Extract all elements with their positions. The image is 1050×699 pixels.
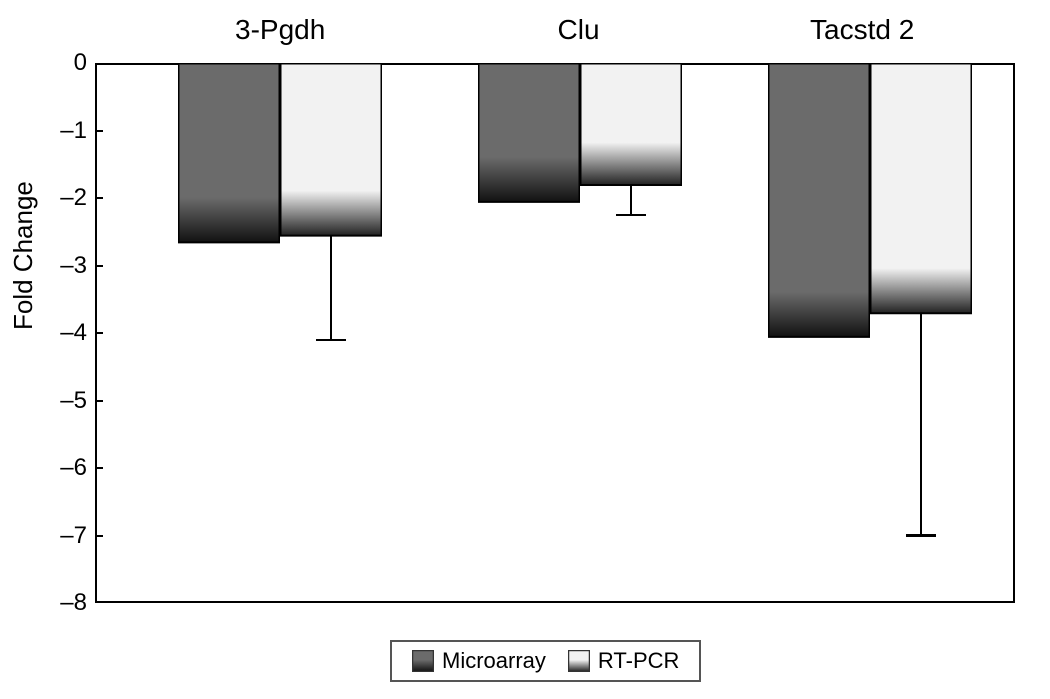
ytick-label: –4 [37, 319, 87, 347]
category-label: Tacstd 2 [810, 14, 914, 46]
ytick-mark [95, 332, 103, 334]
legend-item: RT-PCR [568, 648, 680, 674]
ytick-mark [95, 400, 103, 402]
error-bar-line [920, 313, 923, 536]
ytick-label: 0 [37, 49, 87, 77]
ytick-label: –8 [37, 589, 87, 617]
legend-swatch [568, 650, 590, 672]
ytick-mark [95, 265, 103, 267]
error-bar-cap [616, 214, 646, 217]
error-bar-cap [316, 339, 346, 342]
y-axis-label: Fold Change [8, 181, 39, 330]
ytick-mark [95, 130, 103, 132]
legend-label: Microarray [442, 648, 546, 674]
legend: Microarray RT-PCR [390, 640, 701, 682]
bar-rt-pcr [580, 63, 682, 188]
bar-microarray [178, 63, 280, 245]
error-bar-line [330, 235, 333, 340]
legend-label: RT-PCR [598, 648, 680, 674]
ytick-label: –5 [37, 387, 87, 415]
ytick-mark [95, 535, 103, 537]
error-bar-cap [906, 534, 936, 537]
ytick-label: –3 [37, 252, 87, 280]
legend-item: Microarray [412, 648, 546, 674]
ytick-mark [95, 197, 103, 199]
category-label: Clu [558, 14, 600, 46]
ytick-label: –1 [37, 117, 87, 145]
bar-microarray [768, 63, 870, 339]
bar-rt-pcr [870, 63, 972, 316]
legend-swatch [412, 650, 434, 672]
bar-microarray [478, 63, 580, 204]
fold-change-chart: Fold Change 0 –1 –2 –3 –4 –5 –6 –7 –8 3-Pgdh Clu Ta… [0, 0, 1050, 699]
ytick-label: –2 [37, 184, 87, 212]
bar-rt-pcr [280, 63, 382, 238]
ytick-label: –6 [37, 454, 87, 482]
ytick-mark [95, 467, 103, 469]
ytick-label: –7 [37, 522, 87, 550]
error-bar-line [630, 185, 633, 215]
category-label: 3-Pgdh [235, 14, 325, 46]
